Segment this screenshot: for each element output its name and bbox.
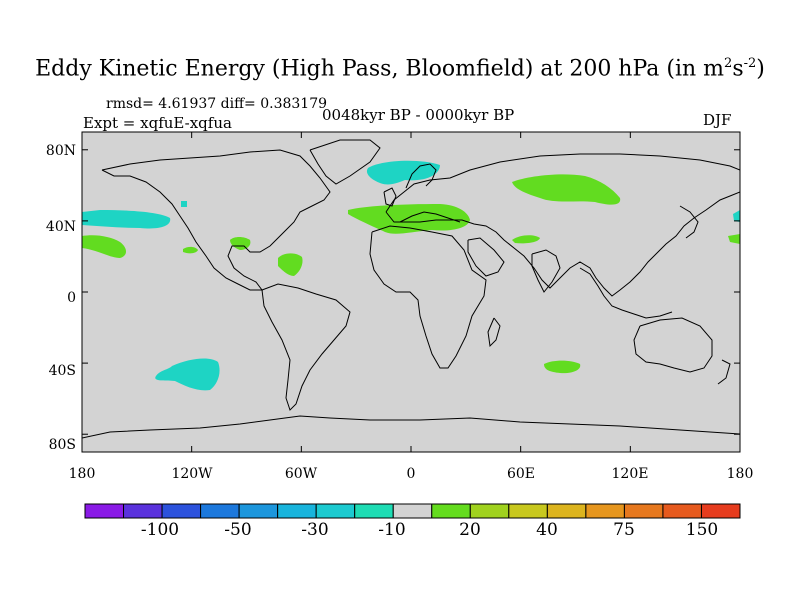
lat-label-80s: 80S [49,437,76,453]
coast-southeast-asia [579,267,673,319]
period-label: 0048kyr BP - 0000kyr BP [322,106,515,124]
lon-label-180w: 180 [69,466,96,482]
colorbar-box-6 [277,503,317,519]
colorbar-box-11 [469,503,510,519]
lon-label-120w: 120W [171,466,213,482]
coast-north-america [101,149,331,291]
anomaly-central-asia [512,235,540,244]
lat-labels: 80N 40N 0 40S 80S [46,143,76,453]
lat-label-40s: 40S [49,363,76,379]
colorbar-box-8 [354,503,394,519]
colorbar-box-15 [623,503,664,519]
colorbar-label-8: 150 [686,520,718,540]
coast-greenland [309,139,381,185]
colorbar-box-9 [392,503,433,519]
map-background [82,132,740,452]
coast-scandinavia [405,163,437,189]
coastlines [82,139,740,439]
colorbar-box-13 [546,503,587,519]
title-units-sup1: 2 [724,56,733,71]
colorbar [84,503,741,519]
coast-south-america [261,283,351,411]
colorbar-label-4: -10 [378,520,405,540]
anomaly-north-atlantic [366,160,440,185]
axis-ticks [81,132,741,452]
lon-label-60e: 60E [507,466,535,482]
colorbar-label-3: -30 [301,520,328,540]
colorbar-box-5 [238,503,279,519]
lon-label-60w: 60W [285,466,318,482]
lat-label-80n: 80N [46,143,76,159]
anomaly-southeast-pacific [155,358,220,391]
season-label: DJF [703,111,732,129]
colorbar-label-2: -50 [224,520,251,540]
colorbar-label-1: -100 [141,520,179,540]
anomaly-europe [348,204,470,234]
coast-japan [679,205,699,239]
coast-india [531,249,561,293]
colorbar-box-17 [700,503,741,519]
coast-antarctica [82,415,740,439]
anomaly-caribbean [278,253,303,276]
colorbar-label-5: 20 [459,520,481,540]
colorbar-labels: -100 -50 -30 -10 20 40 75 150 [141,520,718,540]
coast-uk [383,187,397,207]
coast-arabia [467,237,505,277]
coast-madagascar [487,317,501,348]
coast-australia [633,317,713,373]
anomaly-layer [82,160,740,391]
colorbar-label-6: 40 [536,520,558,540]
anomaly-indian-ocean [544,360,581,374]
title-units-sup2: -2 [743,56,757,71]
anomaly-siberia [512,174,621,205]
lon-label-120e: 120E [612,466,649,482]
colorbar-box-12 [508,503,548,519]
experiment-label: Expt = xqfuE-xqfua [83,114,232,132]
lat-label-40n: 40N [46,219,76,235]
lon-label-0: 0 [407,466,416,482]
anomaly-pacific-small [183,246,198,254]
anomaly-far-west-pacific [733,210,740,222]
rmsd-stats: rmsd= 4.61937 diff= 0.383179 [106,96,328,112]
anomaly-west-pacific [728,234,740,244]
colorbar-box-14 [585,503,625,519]
colorbar-box-4 [200,503,240,519]
coast-africa [369,225,487,369]
coast-mediterranean [399,211,461,223]
colorbar-box-10 [431,503,471,519]
colorbar-box-16 [662,503,702,519]
page-title: Eddy Kinetic Energy (High Pass, Bloomfie… [0,56,800,81]
title-text: Eddy Kinetic Energy (High Pass, Bloomfie… [35,56,725,82]
anomaly-southwest-atlantic [181,201,187,207]
colorbar-box-2 [123,503,163,519]
colorbar-box-3 [161,503,202,519]
anomaly-central-pacific [82,210,171,229]
anomaly-pacific-south [82,235,126,258]
colorbar-box-1 [84,503,125,519]
lon-labels: 180 120W 60W 0 60E 120E 180 [69,466,754,482]
title-units-mid: s [732,56,744,82]
coast-eurasia [385,153,740,297]
lon-label-180e: 180 [727,466,754,482]
lat-label-0: 0 [67,290,76,306]
title-close: ) [756,56,765,82]
colorbar-box-7 [315,503,356,519]
coast-new-zealand [717,359,731,385]
colorbar-label-7: 75 [613,520,635,540]
